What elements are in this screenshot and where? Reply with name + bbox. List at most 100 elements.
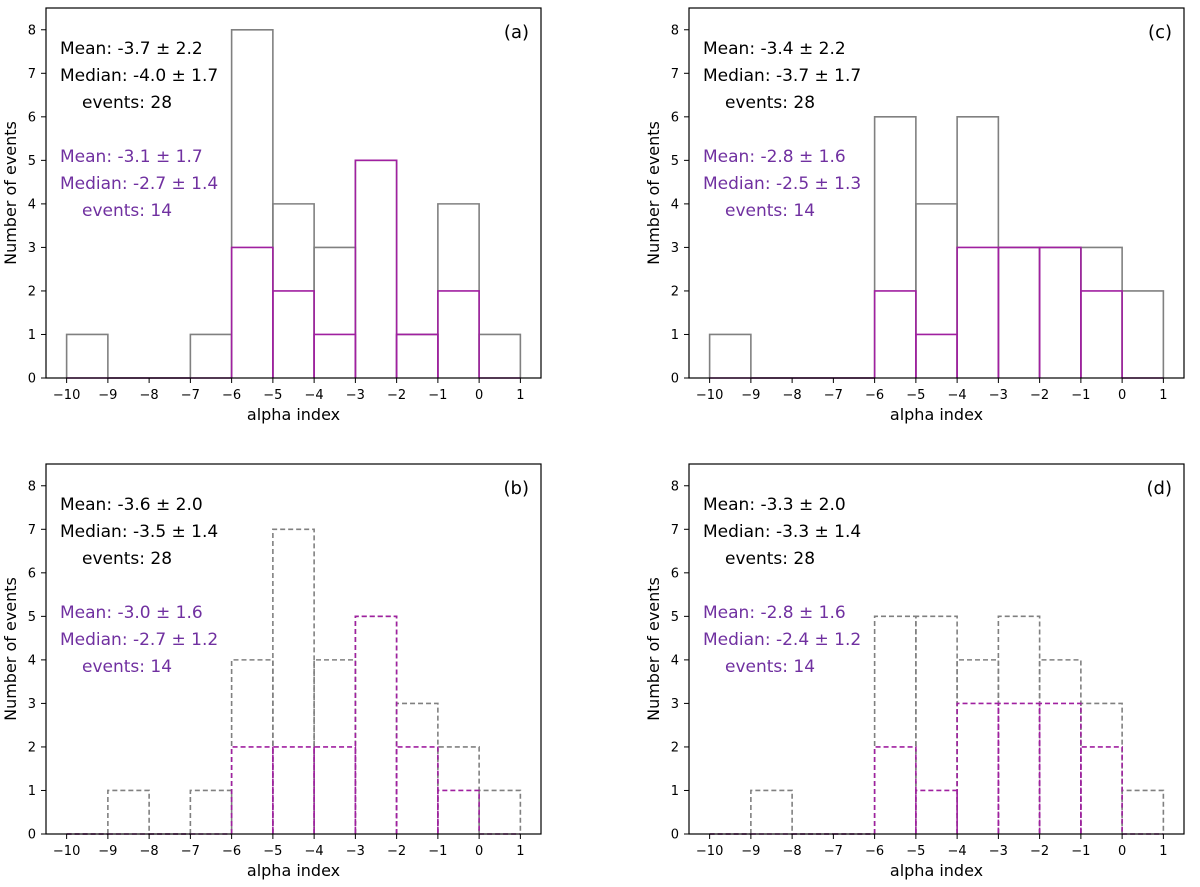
y-tick-label: 8 — [28, 23, 36, 38]
bar-all-8 — [1038, 246, 1082, 378]
x-tick-label: −10 — [53, 844, 80, 859]
stats-subset-events: events: 14 — [82, 201, 172, 221]
x-tick-label: −1 — [428, 844, 447, 859]
x-tick-label: −4 — [305, 844, 324, 859]
x-tick-label: −4 — [305, 388, 324, 403]
x-tick-label: −1 — [428, 388, 447, 403]
y-tick-label: 0 — [28, 372, 36, 387]
x-tick-label: −2 — [387, 388, 406, 403]
y-tick-label: 3 — [28, 697, 36, 712]
axes-frame — [688, 463, 1185, 835]
y-tick-label: 6 — [28, 110, 36, 125]
bar-subset-9 — [1080, 290, 1123, 378]
x-tick-label: −7 — [181, 388, 200, 403]
bar-all-3 — [189, 789, 233, 834]
y-axis-label: Number of events — [1, 121, 20, 265]
bar-all-8 — [395, 333, 439, 378]
x-tick-label: −2 — [1030, 844, 1049, 859]
bar-all-8 — [395, 702, 439, 834]
stats-all-events: events: 28 — [82, 93, 172, 113]
stats-all-median: Median: -4.0 ± 1.7 — [60, 66, 218, 86]
bar-all-7 — [354, 159, 398, 378]
stats-subset-median: Median: -2.5 ± 1.3 — [703, 174, 861, 194]
y-tick-label: 5 — [28, 154, 36, 169]
stats-subset-events: events: 14 — [725, 201, 815, 221]
x-tick-label: −6 — [222, 388, 241, 403]
bar-subset-4 — [230, 246, 274, 378]
y-tick-label: 6 — [671, 110, 679, 125]
y-tick-label: 2 — [671, 740, 679, 755]
x-tick-label: −9 — [98, 388, 117, 403]
y-axis-label: Number of events — [644, 121, 663, 265]
bar-subset-7 — [354, 615, 398, 834]
y-tick-label: 5 — [671, 154, 679, 169]
x-tick-label: −5 — [906, 844, 925, 859]
x-tick-label: −3 — [989, 844, 1008, 859]
stats-all-median: Median: -3.7 ± 1.7 — [703, 66, 861, 86]
y-tick-label: 8 — [671, 23, 679, 38]
bar-all-6 — [313, 659, 357, 834]
x-tick-label: 1 — [516, 844, 524, 859]
x-tick-label: −2 — [387, 844, 406, 859]
bar-subset-5 — [272, 746, 315, 834]
y-tick-label: 1 — [671, 784, 679, 799]
y-tick-label: 6 — [671, 566, 679, 581]
bar-subset-5 — [915, 333, 958, 378]
x-axis-label: alpha index — [247, 405, 340, 424]
stats-all-events: events: 28 — [82, 549, 172, 569]
bar-all-8 — [1038, 659, 1082, 834]
y-tick-label: 1 — [28, 328, 36, 343]
y-tick-label: 0 — [28, 828, 36, 843]
x-tick-label: −5 — [263, 844, 282, 859]
panel-label: (b) — [504, 478, 529, 499]
y-tick-label: 2 — [28, 740, 36, 755]
bar-all-6 — [313, 246, 357, 378]
stats-subset-median: Median: -2.4 ± 1.2 — [703, 630, 861, 650]
y-tick-label: 2 — [28, 284, 36, 299]
stats-all-median: Median: -3.3 ± 1.4 — [703, 522, 861, 542]
y-tick-label: 6 — [28, 566, 36, 581]
stats-all-mean: Mean: -3.7 ± 2.2 — [60, 39, 203, 59]
y-axis-label: Number of events — [1, 577, 20, 721]
y-tick-label: 4 — [28, 653, 36, 668]
x-tick-label: −8 — [783, 388, 802, 403]
bar-all-4 — [873, 116, 917, 378]
y-tick-label: 7 — [671, 67, 679, 82]
bar-all-10 — [1121, 789, 1165, 834]
bar-all-4 — [873, 615, 917, 834]
bar-all-7 — [354, 615, 398, 834]
stats-all-mean: Mean: -3.4 ± 2.2 — [703, 39, 846, 59]
panel-label: (c) — [1148, 22, 1172, 43]
bar-all-5 — [915, 615, 958, 834]
x-tick-label: −3 — [346, 388, 365, 403]
stats-subset-mean: Mean: -3.0 ± 1.6 — [60, 603, 203, 623]
bar-all-10 — [1121, 290, 1165, 378]
axes-frame — [45, 463, 542, 835]
bar-subset-6 — [956, 702, 1000, 834]
bar-all-5 — [915, 203, 958, 378]
panel-label: (d) — [1147, 478, 1172, 499]
stats-all-events: events: 28 — [725, 93, 815, 113]
y-tick-label: 2 — [671, 284, 679, 299]
x-tick-label: −2 — [1030, 388, 1049, 403]
bar-all-5 — [272, 528, 315, 834]
x-tick-label: −4 — [948, 388, 967, 403]
bar-subset-8 — [1038, 702, 1082, 834]
bar-subset-6 — [313, 333, 357, 378]
x-tick-label: −8 — [783, 844, 802, 859]
y-tick-label: 3 — [28, 241, 36, 256]
bar-subset-8 — [395, 333, 439, 378]
bar-all-1 — [107, 789, 150, 834]
bar-all-1 — [750, 789, 793, 834]
bar-all-9 — [1080, 246, 1123, 378]
bar-subset-4 — [873, 290, 917, 378]
x-tick-label: −5 — [263, 388, 282, 403]
stats-subset-events: events: 14 — [725, 657, 815, 677]
stats-subset-mean: Mean: -3.1 ± 1.7 — [60, 147, 203, 167]
x-tick-label: −10 — [696, 388, 723, 403]
bar-subset-7 — [997, 702, 1041, 834]
